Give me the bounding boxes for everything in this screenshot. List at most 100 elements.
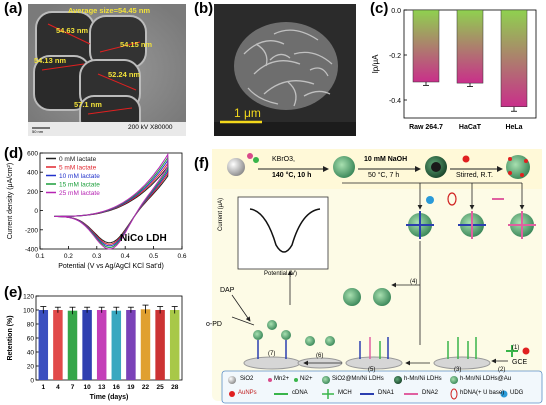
legend-aunps: AuNPs — [238, 390, 257, 396]
legend-ni: Ni2+ — [300, 376, 313, 382]
legend-sio2-ldh: SiO2@Mn/Ni LDHs — [332, 376, 384, 382]
panel-f-label: (f) — [194, 155, 209, 172]
x-tick-label: 0.2 — [64, 253, 73, 260]
y-tick-label: 40 — [27, 350, 35, 357]
bar — [96, 310, 107, 380]
y-tick-label: 100 — [23, 308, 34, 315]
panel-b-label: (b) — [194, 0, 214, 17]
panel-a-label: (a) — [4, 0, 23, 17]
panel-e: (e) 0 20 40 60 80 100 120 1 4 7 10 13 16 19 22 25 28 Time… — [0, 282, 192, 405]
legend-dna2: DNA2 — [422, 390, 439, 396]
legend-sio2: SiO2 — [240, 376, 254, 382]
y-axis-label: Current density (μA/cm²) — [7, 163, 14, 239]
panel-d-label: (d) — [4, 145, 24, 162]
tem-size-5: 57.1 nm — [74, 100, 102, 109]
bar — [38, 310, 49, 380]
x-tick-label: HaCaT — [459, 124, 482, 131]
bar — [111, 310, 122, 380]
reagent-kbro3: KBrO3, — [272, 156, 295, 163]
x-tick-label: HeLa — [505, 124, 522, 131]
aunps-icon — [462, 155, 470, 163]
bar — [155, 310, 165, 380]
cv-chart: 0.1 0.2 0.3 0.4 0.5 0.6 -400 -200 0 200 400 600 0 mM… — [7, 151, 187, 271]
tem-measure-line — [87, 107, 133, 115]
legend-dna1: DNA1 — [378, 390, 395, 396]
sem-scalebar-label: 1 μm — [234, 106, 261, 120]
y-axis-label: Ip/μA — [371, 54, 380, 74]
legend-udg: UDG — [510, 390, 524, 396]
tem-measure-line — [97, 73, 137, 91]
x-tick-label: 25 — [156, 384, 164, 391]
x-tick-label: 0.3 — [92, 253, 101, 260]
legend-h-ldh: h-Mn/Ni LDHs — [404, 376, 442, 382]
sio2-ldh-icon — [333, 156, 355, 178]
y-tick-label: -0.4 — [389, 98, 401, 105]
bar — [67, 310, 78, 380]
x-tick-label: 0.1 — [35, 253, 44, 260]
step-7: (7) — [268, 351, 276, 357]
x-tick-label: 0.6 — [177, 253, 186, 260]
cv-series-line — [54, 152, 169, 250]
y-tick-label: 400 — [27, 170, 38, 177]
x-axis-label: Time (days) — [90, 394, 129, 401]
schematic-graphics — [221, 153, 543, 404]
x-tick-label: 28 — [171, 384, 179, 391]
dpv-xlabel: Potential (V) — [264, 271, 298, 277]
panel-f: (f) — [192, 145, 546, 405]
y-tick-label: 120 — [23, 294, 34, 301]
cv-material-label: NiCo LDH — [120, 233, 167, 244]
x-tick-label: 0.4 — [121, 253, 130, 260]
step-4: (4) — [410, 279, 418, 285]
x-tick-label: 4 — [56, 384, 60, 391]
panel-a: (a) Average size=54.45 nm 54.63 nm 54.15 — [0, 0, 192, 140]
x-tick-label: 0.5 — [149, 253, 158, 260]
x-tick-label: 10 — [83, 384, 91, 391]
x-tick-label: 13 — [98, 384, 106, 391]
bar — [456, 9, 484, 84]
legend-mch: MCH — [338, 390, 352, 396]
tem-size-3: 54.13 nm — [34, 56, 67, 65]
bar — [412, 9, 440, 83]
step-3: (3) — [454, 367, 462, 373]
tem-measure-line — [41, 63, 85, 71]
legend-label: 5 mM lactate — [59, 165, 97, 172]
legend-mn: Mn2+ — [274, 376, 290, 382]
x-tick-label: 7 — [71, 384, 75, 391]
sem-flower — [214, 4, 356, 136]
y-tick-label: 80 — [27, 322, 35, 329]
opd-label: o-PD — [206, 321, 222, 328]
legend-label: 10 mM lactate — [59, 173, 100, 180]
step-5: (5) — [368, 367, 376, 373]
tem-size-4: 52.24 nm — [108, 70, 141, 79]
y-tick-label: 200 — [27, 189, 38, 196]
electrode-7 — [243, 320, 301, 370]
ip-bar-chart: -0.4 -0.2 0.0 Raw 264.7 HaCaT HeLa Ip/μA — [371, 8, 537, 131]
tem-particles — [28, 4, 186, 136]
bar — [140, 309, 151, 380]
tem-size-1: 54.63 nm — [56, 26, 89, 35]
cond-etching: 50 °C, 7 h — [368, 172, 400, 179]
tem-scalebar-label: 50 nm — [32, 129, 44, 134]
y-tick-label: 20 — [27, 364, 35, 371]
legend-label: 0 mM lactate — [59, 156, 97, 163]
electrode-6 — [297, 336, 343, 369]
tem-measure-line — [47, 23, 91, 45]
y-tick-label: 60 — [27, 336, 35, 343]
cond-hydrothermal: 140 °C, 10 h — [272, 172, 312, 179]
tem-measure-line — [99, 41, 141, 53]
y-tick-label: -400 — [25, 247, 38, 254]
panel-e-label: (e) — [4, 284, 23, 301]
retention-chart: 0 20 40 60 80 100 120 1 4 7 10 13 16 19 22 25 28 Time (da… — [7, 294, 183, 401]
legend-hdna: hDNA(+ U base) — [460, 390, 505, 396]
legend-box — [221, 370, 543, 404]
tem-image: Average size=54.45 nm 54.63 nm 54.15 nm … — [28, 4, 186, 136]
legend-cdna: cDNA — [292, 390, 308, 396]
panel-c-label: (c) — [370, 0, 389, 17]
dap-label: DAP — [220, 287, 235, 294]
x-tick-label: 19 — [127, 384, 135, 391]
panel-b: (b) 1 μm — [192, 0, 364, 140]
tem-size-2: 54.15 nm — [120, 40, 153, 49]
y-axis-label: Retention (%) — [7, 315, 14, 360]
y-tick-label: 0.0 — [391, 8, 401, 15]
panel-d: (d) 0.1 0.2 0.3 0.4 0.5 0.6 -400 -200 0 200 400 600… — [0, 145, 192, 280]
